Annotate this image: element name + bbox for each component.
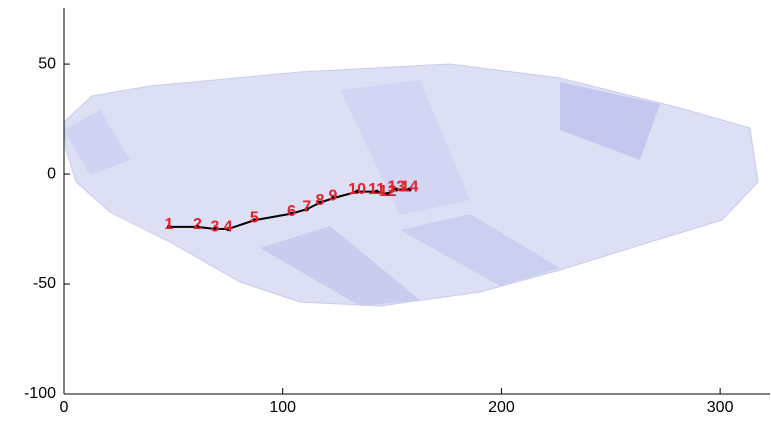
x-tick-label: 0: [60, 399, 69, 416]
point-label: 9: [329, 187, 338, 204]
surface-mesh: [63, 63, 759, 307]
point: [355, 189, 360, 194]
x-tick-label: 300: [707, 399, 734, 416]
y-tick-label: 50: [38, 55, 56, 72]
point: [385, 191, 390, 196]
point: [331, 196, 336, 201]
point-label: 7: [302, 198, 311, 215]
y-tick-label: -50: [33, 275, 56, 292]
point-label: 4: [224, 218, 233, 235]
x-tick-label: 200: [488, 399, 515, 416]
point-label: 6: [287, 203, 296, 220]
point: [394, 187, 399, 192]
point: [166, 224, 171, 229]
point: [212, 227, 217, 232]
x-tick-label: 100: [269, 399, 296, 416]
point-label: 10: [348, 181, 366, 198]
point: [304, 207, 309, 212]
point-label: 2: [193, 216, 202, 233]
point: [252, 218, 257, 223]
point: [226, 227, 231, 232]
point: [317, 200, 322, 205]
y-tick-label: 0: [47, 165, 56, 182]
y-tick-label: -100: [24, 385, 56, 402]
point-label: 13: [388, 179, 406, 196]
point: [407, 187, 412, 192]
point-label: 14: [401, 179, 419, 196]
point-label: 11: [368, 181, 385, 198]
point-label: 5: [250, 209, 259, 226]
point: [195, 224, 200, 229]
point-label: 12: [379, 183, 397, 200]
point-label: 1: [165, 216, 174, 233]
point-label: 3: [210, 218, 219, 235]
point: [289, 211, 294, 216]
point-label: 8: [315, 192, 324, 209]
point: [374, 189, 379, 194]
